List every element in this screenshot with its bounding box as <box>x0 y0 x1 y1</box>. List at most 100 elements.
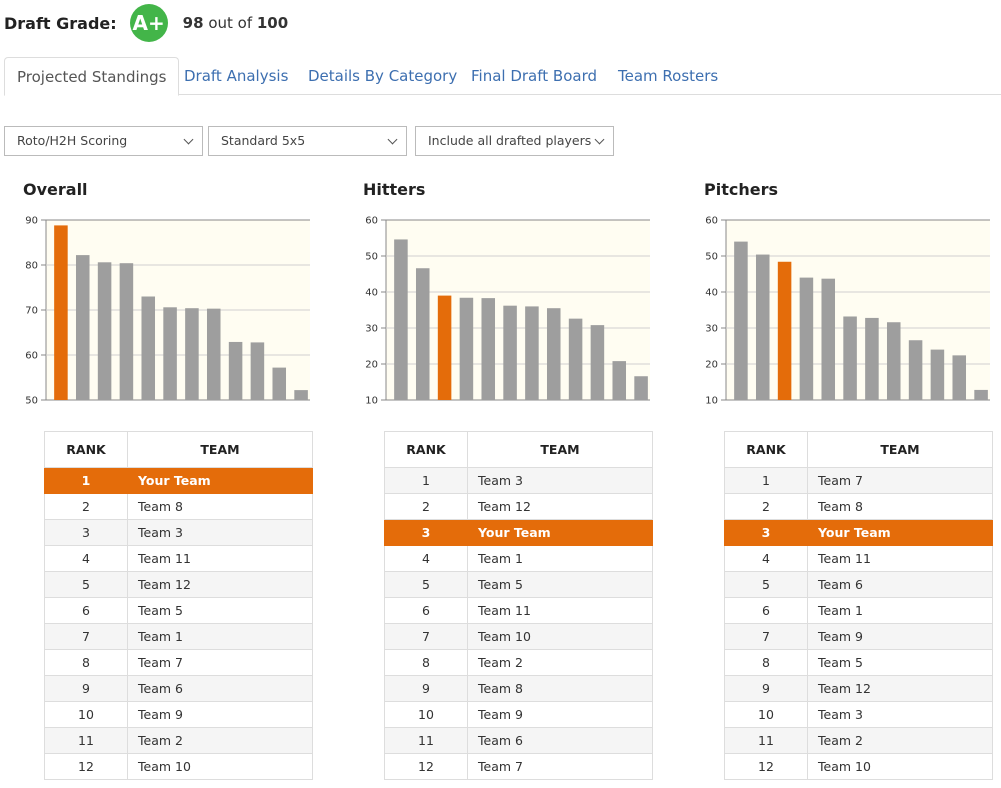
bar <box>185 308 199 400</box>
bar <box>503 305 517 400</box>
team-cell: Team 2 <box>807 727 993 754</box>
table-row: 4 Team 11 <box>724 545 993 572</box>
scoring-select[interactable]: Roto/H2H Scoring <box>4 126 203 156</box>
table-row: 6 Team 1 <box>724 597 993 624</box>
bar <box>228 341 243 400</box>
rank-cell: 4 <box>724 545 808 572</box>
rank-cell: 11 <box>384 727 468 754</box>
team-cell: Team 9 <box>127 701 313 728</box>
y-tick-label: 10 <box>365 396 378 407</box>
rank-header: RANK <box>724 431 808 468</box>
team-cell: Team 5 <box>127 597 313 624</box>
bar <box>974 389 988 400</box>
table-row: 9 Team 12 <box>724 675 993 702</box>
bar <box>843 316 857 400</box>
team-cell: Team 12 <box>807 675 993 702</box>
y-tick-label: 40 <box>365 288 378 299</box>
team-cell: Team 1 <box>127 623 313 650</box>
table-row: 1 Team 7 <box>724 467 993 494</box>
grade-out-of: out of <box>203 14 257 32</box>
table-row: 2 Team 8 <box>44 493 313 520</box>
y-tick-label: 60 <box>705 216 718 227</box>
rank-cell: 3 <box>724 519 808 546</box>
y-tick-label: 30 <box>705 324 718 335</box>
bar <box>886 322 901 400</box>
rank-cell: 11 <box>44 727 128 754</box>
table-row: 11 Team 2 <box>44 727 313 754</box>
tab-final-draft-board[interactable]: Final Draft Board <box>471 67 597 85</box>
rank-cell: 3 <box>44 519 128 546</box>
rank-cell: 11 <box>724 727 808 754</box>
rank-cell: 12 <box>384 753 468 780</box>
table-row: 1 Your Team <box>44 467 313 494</box>
bar-chart-svg: 10 20 30 40 50 60 <box>705 216 990 407</box>
bar <box>634 376 648 400</box>
bar-chart-svg: 50 60 70 80 90 <box>25 216 310 407</box>
team-cell: Team 7 <box>467 753 653 780</box>
rank-cell: 2 <box>44 493 128 520</box>
plot-area <box>385 219 650 401</box>
bar-your-team <box>437 295 452 400</box>
table-row: 9 Team 6 <box>44 675 313 702</box>
bar <box>734 241 748 400</box>
players-select[interactable]: Include all drafted players <box>415 126 614 156</box>
table-row: 9 Team 8 <box>384 675 653 702</box>
bar <box>272 367 287 400</box>
y-tick-label: 50 <box>365 252 378 263</box>
team-cell: Team 12 <box>127 571 313 598</box>
rank-cell: 10 <box>724 701 808 728</box>
bar <box>590 325 605 400</box>
y-tick-label: 40 <box>705 288 718 299</box>
bar <box>294 390 308 400</box>
bar <box>459 297 474 400</box>
rank-cell: 6 <box>44 597 128 624</box>
team-cell: Team 11 <box>127 545 313 572</box>
table-row: 12 Team 10 <box>44 753 313 780</box>
team-cell: Team 7 <box>127 649 313 676</box>
y-tick-label: 50 <box>705 252 718 263</box>
tab-team-rosters[interactable]: Team Rosters <box>618 67 719 85</box>
bar <box>799 277 814 400</box>
draft-grade-label: Draft Grade: <box>4 13 117 33</box>
format-select[interactable]: Standard 5x5 <box>208 126 407 156</box>
standings-table-overall: RANK TEAM 1 Your Team 2 Team 8 3 Team 3 4 Team … <box>44 431 313 780</box>
team-cell: Team 5 <box>467 571 653 598</box>
bar <box>394 239 408 400</box>
tab-projected-standings[interactable]: Projected Standings <box>4 57 180 96</box>
format-select-value: Standard 5x5 <box>221 133 306 148</box>
bar <box>119 263 134 400</box>
y-tick-label: 60 <box>25 351 38 362</box>
rank-cell: 1 <box>44 467 128 494</box>
standings-table-pitchers: RANK TEAM 1 Team 7 2 Team 8 3 Your Team 4 Team … <box>724 431 993 780</box>
rank-cell: 5 <box>44 571 128 598</box>
rank-cell: 8 <box>384 649 468 676</box>
team-cell: Team 8 <box>127 493 313 520</box>
team-header: TEAM <box>807 431 993 468</box>
table-row: 3 Your Team <box>384 519 653 546</box>
bar <box>481 298 496 400</box>
table-row: 12 Team 7 <box>384 753 653 780</box>
team-cell: Your Team <box>127 467 313 494</box>
table-row: 7 Team 9 <box>724 623 993 650</box>
chevron-down-icon <box>594 134 605 145</box>
tab-details-by-category[interactable]: Details By Category <box>308 67 458 85</box>
team-cell: Team 9 <box>467 701 653 728</box>
team-header: TEAM <box>127 431 313 468</box>
section-title-pitchers: Pitchers <box>704 180 778 199</box>
table-row: 2 Team 8 <box>724 493 993 520</box>
tab-bar: Projected Standings Draft Analysis Detai… <box>4 57 1001 96</box>
rank-cell: 1 <box>384 467 468 494</box>
bar <box>525 306 539 400</box>
standings-table-hitters: RANK TEAM 1 Team 3 2 Team 12 3 Your Team 4 Team… <box>384 431 653 780</box>
bar <box>97 262 112 400</box>
team-cell: Team 3 <box>807 701 993 728</box>
table-row: 10 Team 9 <box>44 701 313 728</box>
tab-draft-analysis[interactable]: Draft Analysis <box>184 67 289 85</box>
rank-cell: 5 <box>384 571 468 598</box>
team-cell: Team 12 <box>467 493 653 520</box>
table-row: 4 Team 1 <box>384 545 653 572</box>
rank-cell: 9 <box>384 675 468 702</box>
table-row: 2 Team 12 <box>384 493 653 520</box>
table-row: 6 Team 11 <box>384 597 653 624</box>
team-cell: Team 6 <box>127 675 313 702</box>
